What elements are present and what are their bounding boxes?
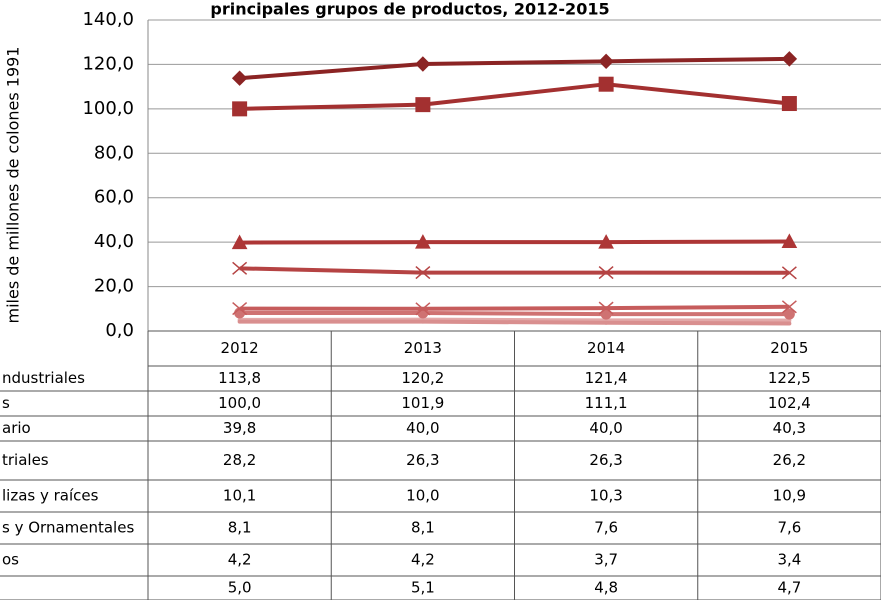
marker — [598, 301, 614, 315]
marker — [231, 70, 248, 86]
table-value: 10,9 — [773, 487, 806, 505]
chart-title: principales grupos de productos, 2012-20… — [210, 0, 609, 19]
marker — [781, 233, 798, 248]
series-line — [239, 239, 790, 245]
y-tick-label: 120,0 — [82, 53, 134, 74]
marker — [781, 96, 797, 112]
table-value: 10,0 — [406, 487, 439, 505]
y-tick-label: 100,0 — [82, 98, 134, 119]
y-tick-label: 60,0 — [94, 187, 134, 208]
table-value: 122,5 — [768, 369, 811, 387]
table-value: 26,3 — [589, 451, 622, 469]
table-value: 120,2 — [401, 369, 444, 387]
series-line — [239, 304, 790, 311]
table-value: 26,3 — [406, 451, 439, 469]
y-tick-label: 0,0 — [105, 320, 134, 341]
legend-label: ndustriales — [2, 369, 85, 387]
x-tick-label: 2013 — [404, 339, 442, 357]
marker — [237, 319, 242, 324]
y-tick-label: 140,0 — [82, 9, 134, 30]
table-value: 4,8 — [594, 579, 618, 597]
table-value: 8,1 — [411, 519, 435, 537]
marker — [232, 301, 248, 316]
table-value: 4,2 — [228, 551, 252, 569]
table-value: 102,4 — [768, 394, 811, 412]
x-tick-label: 2014 — [587, 339, 625, 357]
marker — [598, 53, 614, 70]
marker — [787, 321, 792, 326]
marker — [598, 266, 614, 280]
table-value: 7,6 — [594, 519, 618, 537]
y-tick-label: 20,0 — [94, 276, 134, 297]
table-value: 111,1 — [585, 394, 628, 412]
marker — [232, 261, 248, 275]
series-line — [239, 56, 790, 81]
series-line — [239, 82, 790, 111]
table-value: 101,9 — [401, 394, 444, 412]
marker — [598, 76, 614, 92]
x-tick-label: 2012 — [221, 339, 259, 357]
marker — [783, 308, 795, 320]
table-value: 40,0 — [406, 419, 439, 437]
legend-label: ario — [2, 419, 31, 437]
legend-label: s y Ornamentales — [2, 519, 134, 537]
marker — [598, 234, 614, 249]
table-value: 39,8 — [223, 419, 256, 437]
table-value: 10,3 — [589, 487, 622, 505]
y-tick-label: 80,0 — [94, 142, 134, 163]
table-value: 3,7 — [594, 551, 618, 569]
x-tick-label: 2015 — [770, 339, 808, 357]
marker — [415, 56, 431, 72]
table-value: 5,0 — [228, 579, 252, 597]
y-axis-label: miles de millones de colones 1991 — [4, 47, 23, 324]
marker — [604, 320, 609, 325]
table-value: 28,2 — [223, 451, 256, 469]
table-value: 10,1 — [223, 487, 256, 505]
table-value: 121,4 — [585, 369, 628, 387]
table-value: 7,6 — [777, 519, 801, 537]
marker — [420, 319, 425, 324]
table-value: 3,4 — [777, 551, 801, 569]
table-value: 4,2 — [411, 551, 435, 569]
series-line — [239, 266, 790, 275]
series-line — [239, 311, 790, 317]
marker — [415, 266, 431, 280]
table-value: 5,1 — [411, 579, 435, 597]
marker — [781, 300, 797, 314]
table-value: 4,7 — [777, 579, 801, 597]
legend-label: s — [2, 394, 10, 412]
legend-label: os — [2, 551, 19, 569]
table-value: 40,3 — [773, 419, 806, 437]
marker — [415, 97, 431, 113]
marker — [781, 51, 798, 67]
marker — [415, 302, 431, 316]
marker — [231, 234, 248, 250]
legend-label: lizas y raíces — [2, 487, 99, 505]
marker — [415, 234, 431, 249]
marker — [781, 266, 797, 280]
legend-label: triales — [2, 451, 49, 469]
table-value: 40,0 — [589, 419, 622, 437]
series-line — [239, 319, 790, 326]
table-value: 8,1 — [228, 519, 252, 537]
table-value: 26,2 — [773, 451, 806, 469]
marker — [232, 101, 248, 117]
table-value: 113,8 — [218, 369, 261, 387]
table-value: 100,0 — [218, 394, 261, 412]
y-tick-label: 40,0 — [94, 231, 134, 252]
